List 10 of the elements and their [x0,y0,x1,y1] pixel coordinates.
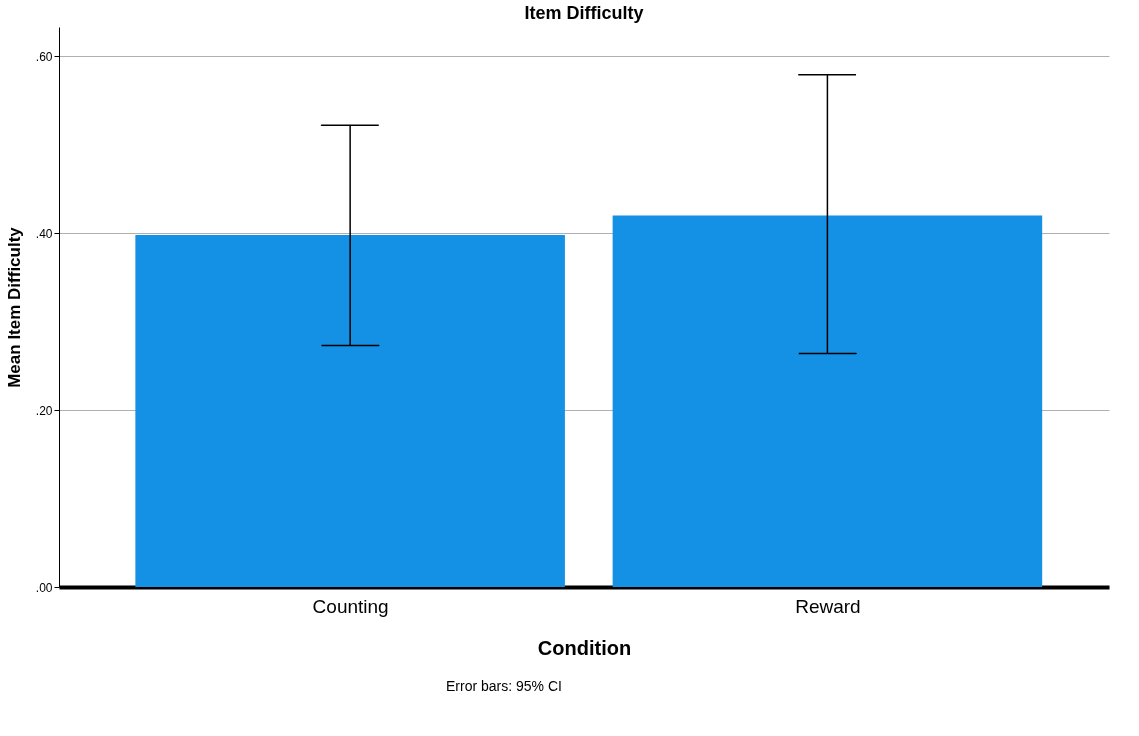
y-axis-title: Mean Item Difficulty [4,226,24,388]
y-tick-label: .60 [35,49,53,64]
chart-title: Item Difficulty [524,3,644,23]
y-tick-label: .00 [35,580,53,595]
y-tick-label: .20 [35,403,53,418]
text: Error bars: 95% CI [446,678,562,694]
y-tick-label: .40 [35,226,53,241]
x-tick-label: Reward [795,595,861,617]
x-axis-title: Condition [537,636,632,659]
x-tick-label: Counting [312,595,389,617]
